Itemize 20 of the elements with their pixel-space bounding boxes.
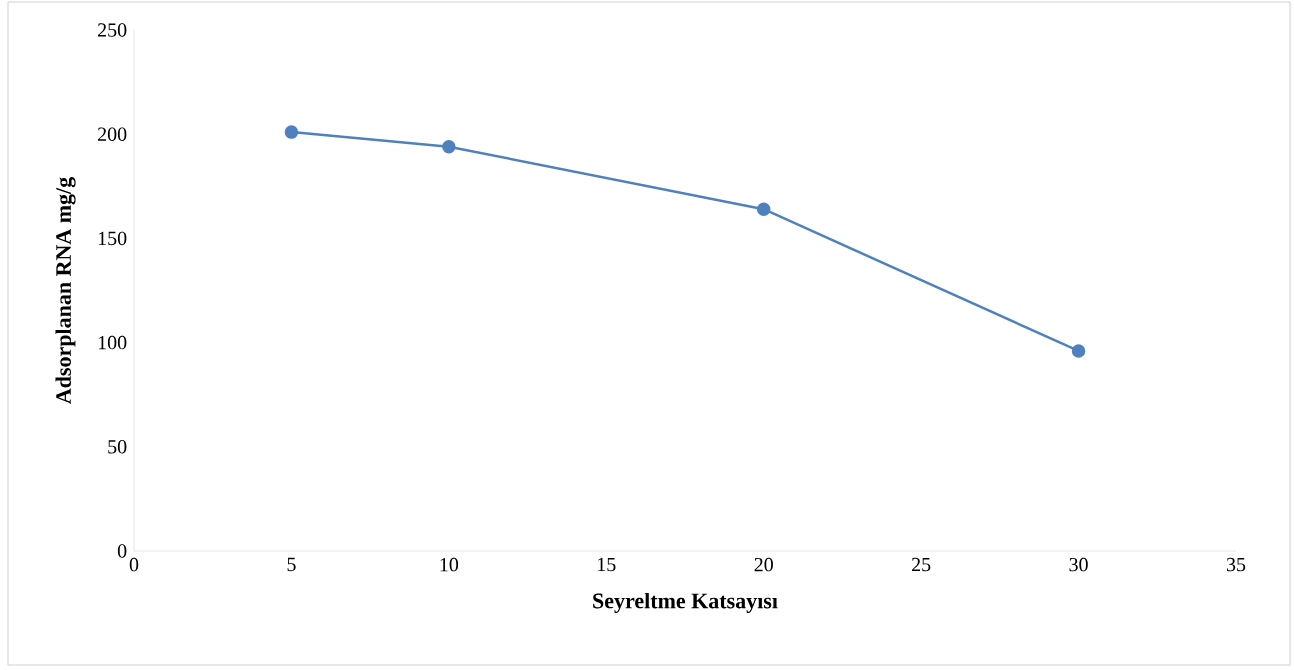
y-tick-label: 150 <box>98 231 127 246</box>
x-tick-label: 30 <box>1069 557 1088 572</box>
point <box>756 202 771 216</box>
y-tick-label: 0 <box>117 544 127 558</box>
x-tick-label: 20 <box>754 557 773 572</box>
x-tick-label: 15 <box>598 557 616 572</box>
x-tick-label: 0 <box>129 557 139 572</box>
point <box>1071 344 1086 358</box>
point <box>442 139 456 154</box>
y-tick-label: 250 <box>98 23 127 37</box>
y-tick-label: 200 <box>98 127 127 141</box>
y-axis-title: Adsorplanan RNA mg/g <box>55 177 76 404</box>
x-tick-label: 5 <box>287 557 296 572</box>
y-tick-label: 50 <box>108 440 127 454</box>
x-tick-label: 35 <box>1226 557 1246 572</box>
y-tick-label: 100 <box>98 335 127 350</box>
point <box>284 125 299 139</box>
x-tick-label: 25 <box>912 557 931 572</box>
x-axis-title: Seyreltme Katsayısı <box>593 592 778 613</box>
x-tick-label: 10 <box>440 557 459 572</box>
